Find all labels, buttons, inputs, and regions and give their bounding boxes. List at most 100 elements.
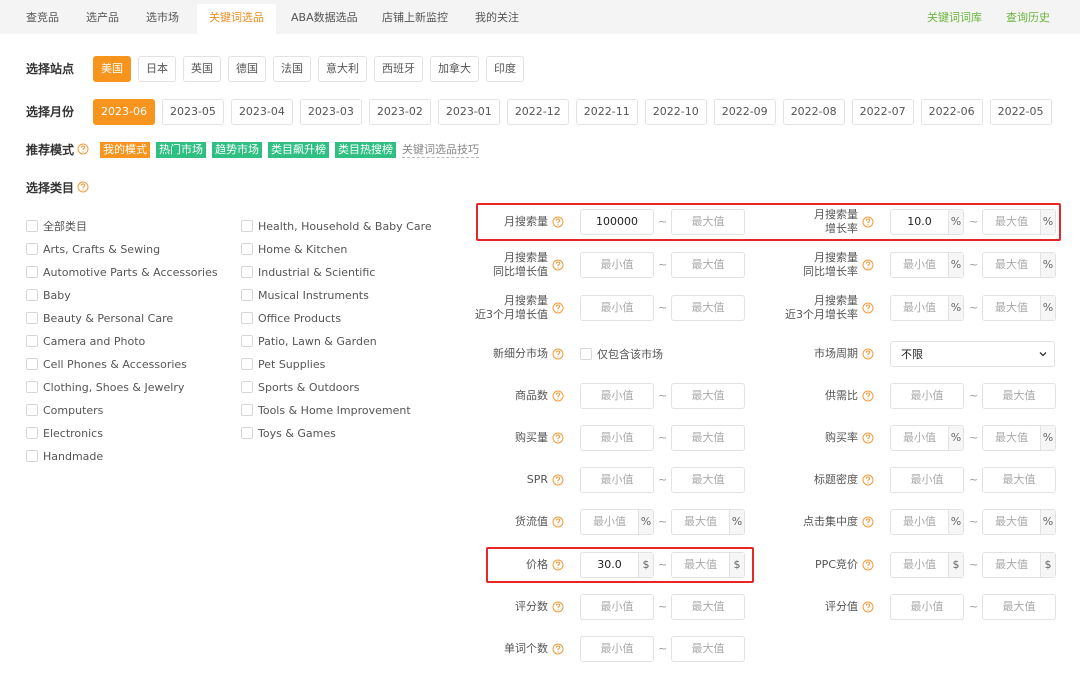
option[interactable]: 日本 [138,56,176,82]
category-item[interactable]: Computers [26,402,103,418]
range-input[interactable]: 最大值 [982,594,1056,620]
category-item[interactable]: Industrial & Scientific [241,264,375,280]
category-item[interactable]: Beauty & Personal Care [26,310,173,326]
checkbox[interactable] [241,243,253,255]
option[interactable]: 2022-11 [575,99,638,125]
checkbox[interactable] [580,348,592,360]
range-input[interactable]: 最大值 [982,383,1056,409]
range-input[interactable]: 最小值 [890,467,964,493]
checkbox[interactable] [241,404,253,416]
range-input[interactable]: 10.0% [890,209,964,235]
checkbox[interactable] [26,312,38,324]
option[interactable]: 2023-02 [368,99,431,125]
range-input[interactable]: 最大值 [671,252,745,278]
range-input[interactable]: 最大值 [671,425,745,451]
range-input[interactable]: 最大值 [671,594,745,620]
range-input[interactable]: 最小值% [890,295,964,321]
category-item[interactable]: Electronics [26,425,103,441]
help-icon[interactable] [862,348,874,360]
category-item[interactable]: Automotive Parts & Accessories [26,264,218,280]
range-input[interactable]: 最小值% [890,425,964,451]
category-item[interactable]: Camera and Photo [26,333,145,349]
help-icon[interactable] [77,143,89,155]
checkbox[interactable] [26,427,38,439]
category-item[interactable]: Sports & Outdoors [241,379,359,395]
range-input[interactable]: 最小值 [580,295,654,321]
range-input[interactable]: 最小值 [580,252,654,278]
help-icon[interactable] [77,181,89,193]
help-icon[interactable] [862,302,874,314]
range-input[interactable]: 最大值% [671,509,745,535]
range-input[interactable]: 最小值 [580,383,654,409]
help-icon[interactable] [552,643,564,655]
checkbox[interactable] [241,358,253,370]
category-item[interactable]: Patio, Lawn & Garden [241,333,377,349]
mode-tag[interactable]: 类目热搜榜 [335,141,396,158]
option[interactable]: 英国 [183,56,221,82]
checkbox[interactable] [241,289,253,301]
checkbox[interactable] [241,220,253,232]
range-input[interactable]: 最小值 [580,467,654,493]
option[interactable]: 2023-06 [93,99,155,125]
option[interactable]: 加拿大 [430,56,479,82]
tab[interactable]: 店铺上新监控 [382,11,448,24]
range-input[interactable]: 最小值 [580,425,654,451]
tab[interactable]: 选产品 [86,11,119,24]
category-item[interactable]: Handmade [26,448,103,464]
help-icon[interactable] [862,390,874,402]
category-item[interactable]: Arts, Crafts & Sewing [26,241,160,257]
checkbox[interactable] [26,289,38,301]
range-input[interactable]: 最大值 [671,467,745,493]
checkbox[interactable] [26,450,38,462]
category-item[interactable]: Musical Instruments [241,287,369,303]
top-link[interactable]: 查询历史 [1006,11,1050,24]
range-input[interactable]: 最大值 $ [671,552,745,578]
option[interactable]: 2023-01 [437,99,500,125]
range-input[interactable]: 最大值% [982,209,1056,235]
range-input[interactable]: 最小值 [890,383,964,409]
category-item[interactable]: Tools & Home Improvement [241,402,411,418]
option[interactable]: 印度 [486,56,524,82]
option[interactable]: 2022-09 [713,99,776,125]
range-input[interactable]: 最小值 [580,636,654,662]
help-icon[interactable] [862,216,874,228]
mode-tag[interactable]: 我的模式 [100,141,150,158]
checkbox[interactable] [26,404,38,416]
help-icon[interactable] [862,259,874,271]
option[interactable]: 法国 [273,56,311,82]
category-item[interactable]: Home & Kitchen [241,241,347,257]
help-icon[interactable] [552,259,564,271]
checkbox[interactable] [26,220,38,232]
help-icon[interactable] [552,216,564,228]
option[interactable]: 2022-08 [782,99,845,125]
option[interactable]: 2023-03 [299,99,362,125]
option[interactable]: 2022-10 [644,99,707,125]
tip-link[interactable]: 关键词选品技巧 [402,143,479,158]
category-item[interactable]: Health, Household & Baby Care [241,218,432,234]
range-input[interactable]: 最大值% [982,425,1056,451]
range-input[interactable]: 100000 [580,209,654,235]
option[interactable]: 2023-04 [230,99,293,125]
category-item[interactable]: Office Products [241,310,341,326]
option[interactable]: 西班牙 [374,56,423,82]
help-icon[interactable] [552,474,564,486]
checkbox[interactable] [241,266,253,278]
range-input[interactable]: 最小值 [580,594,654,620]
tab[interactable]: 关键词选品 [197,4,276,34]
checkbox[interactable] [26,266,38,278]
range-input[interactable]: 最大值 [671,295,745,321]
category-item[interactable]: Cell Phones & Accessories [26,356,187,372]
help-icon[interactable] [552,432,564,444]
option[interactable]: 2022-07 [851,99,914,125]
top-link[interactable]: 关键词词库 [927,11,982,24]
help-icon[interactable] [552,302,564,314]
range-input[interactable]: 最大值% [982,252,1056,278]
help-icon[interactable] [552,601,564,613]
range-input[interactable]: 最小值% [580,509,654,535]
checkbox[interactable] [26,243,38,255]
checkbox[interactable] [26,335,38,347]
tab[interactable]: 查竞品 [26,11,59,24]
range-input[interactable]: 最小值 [890,594,964,620]
range-input[interactable]: 最大值 [671,209,745,235]
tab[interactable]: 选市场 [146,11,179,24]
